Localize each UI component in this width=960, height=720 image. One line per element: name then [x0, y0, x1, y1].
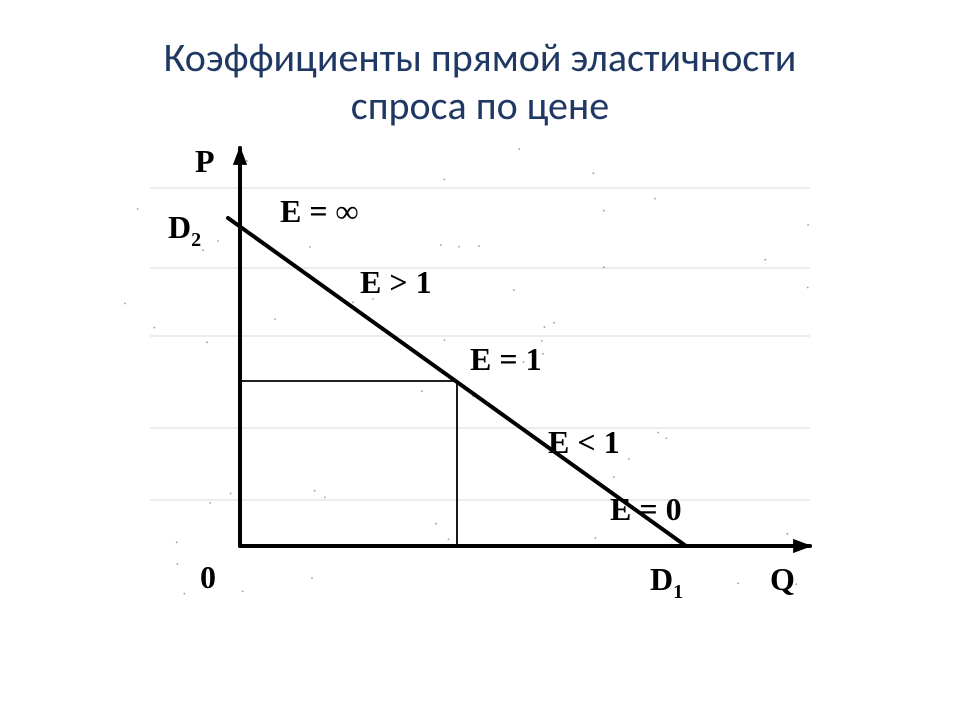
elasticity-chart: PD2E = ∞E > 1E = 1E < 1E = 00D1Q	[110, 128, 850, 608]
title-line-1: Коэффициенты прямой эластичности	[0, 34, 960, 82]
label-Eeq1: E = 1	[470, 341, 542, 377]
label-zero: 0	[200, 559, 216, 595]
label-Eeq0: E = 0	[610, 491, 682, 527]
label-P: P	[195, 143, 215, 179]
slide-title: Коэффициенты прямой эластичности спроса …	[0, 34, 960, 130]
label-Q: Q	[770, 561, 795, 597]
title-line-2: спроса по цене	[0, 82, 960, 130]
label-Elt1: E < 1	[548, 424, 620, 460]
chart-svg: PD2E = ∞E > 1E = 1E < 1E = 00D1Q	[110, 128, 850, 608]
label-Einf: E = ∞	[280, 193, 358, 229]
slide: Коэффициенты прямой эластичности спроса …	[0, 0, 960, 720]
label-Egt1: E > 1	[360, 264, 432, 300]
